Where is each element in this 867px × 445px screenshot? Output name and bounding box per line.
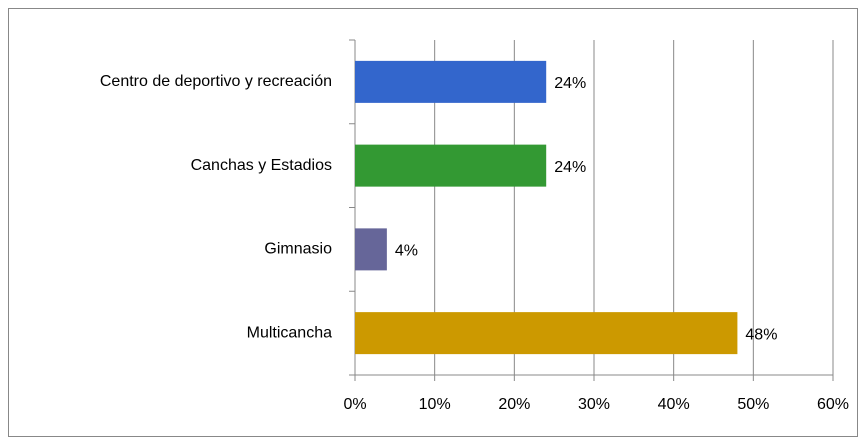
bar [355,60,547,103]
data-label: 48% [745,326,777,343]
x-tick-label: 50% [737,396,769,413]
y-tick-label: Centro de deportivo y recreación [100,73,332,90]
bar [355,144,547,187]
x-tick-label: 40% [658,396,690,413]
x-tick-label: 60% [817,396,849,413]
x-tick-label: 10% [419,396,451,413]
x-tick-label: 0% [343,396,366,413]
data-label: 4% [395,243,418,260]
bar [355,228,387,271]
data-label: 24% [554,159,586,176]
data-label: 24% [554,75,586,92]
y-tick-label: Multicancha [247,324,332,341]
x-tick-label: 20% [498,396,530,413]
x-tick-label: 30% [578,396,610,413]
y-tick-label: Gimnasio [264,241,332,258]
bar [355,312,738,355]
y-tick-label: Canchas y Estadios [191,157,332,174]
